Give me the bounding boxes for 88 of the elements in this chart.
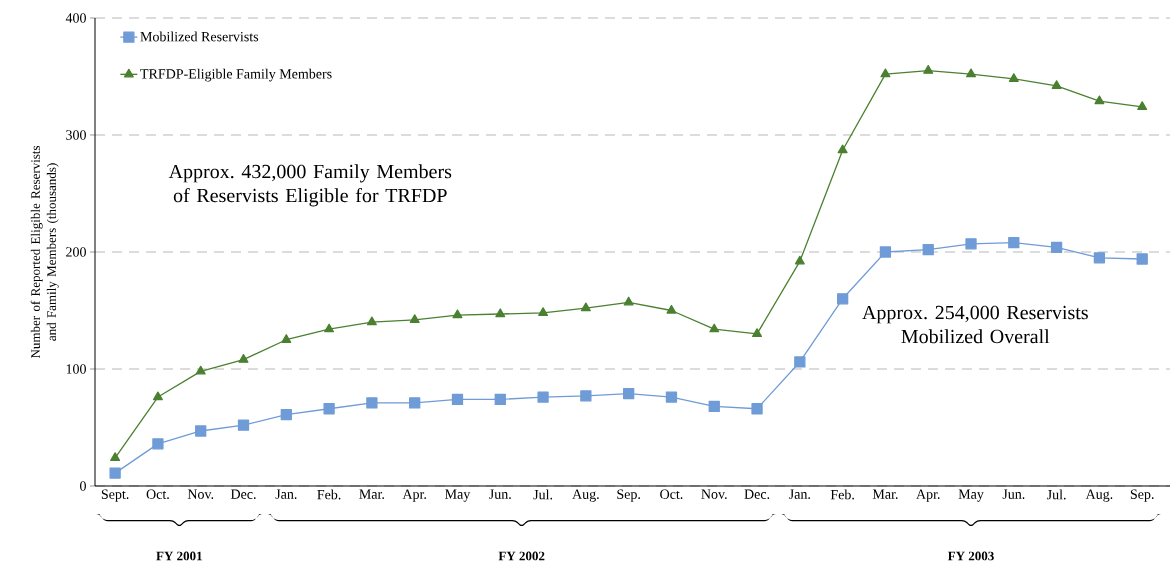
- point: [879, 246, 892, 258]
- point: [752, 328, 763, 338]
- point: [280, 408, 292, 421]
- text: FY 2003: [947, 551, 994, 561]
- text: FY 2001: [156, 551, 202, 561]
- y-tick-label: 200: [66, 247, 86, 257]
- point: [1008, 73, 1019, 82]
- x-tick-label: Jan.: [789, 489, 810, 499]
- y-tick-label: 100: [66, 364, 86, 374]
- x-tick-label: Mar.: [359, 489, 384, 499]
- point: [580, 390, 592, 402]
- point: [623, 296, 634, 306]
- y-tick-label: 300: [66, 130, 86, 140]
- point: [152, 391, 163, 401]
- point: [1051, 80, 1062, 89]
- point: [494, 393, 506, 406]
- point: [409, 397, 421, 409]
- point: [966, 68, 976, 78]
- x-tick-label: Aug.: [572, 489, 599, 502]
- y-axis-title: Number of Reported Eligible Reservists and Family Members (thousands): [30, 145, 59, 359]
- legend-label: TRFDP-Eligible Family Members: [140, 68, 332, 82]
- point: [538, 307, 549, 316]
- x-tick-label: Jul.: [533, 489, 553, 500]
- point: [751, 403, 763, 415]
- point: [237, 419, 250, 431]
- text: FY 2002: [498, 551, 545, 561]
- point: [451, 393, 464, 406]
- point: [195, 365, 206, 375]
- point: [794, 356, 806, 368]
- point: [409, 314, 420, 323]
- legend-label: Mobilized Reservists: [140, 31, 259, 42]
- x-tick-label: Aug.: [1085, 489, 1113, 502]
- annotation: Approx. 254,000 Reservists Mobilized Overall: [862, 305, 1088, 344]
- point: [323, 403, 335, 415]
- y-tick-label: 0: [80, 481, 86, 491]
- x-tick-label: Jun.: [489, 489, 511, 499]
- point: [837, 144, 848, 154]
- point: [880, 68, 891, 78]
- point: [495, 308, 506, 318]
- x-tick-label: Feb.: [317, 489, 341, 500]
- point: [281, 334, 292, 343]
- x-tick-label: Apr.: [402, 489, 427, 502]
- point: [1008, 236, 1020, 249]
- point: [965, 238, 977, 250]
- point: [452, 309, 463, 319]
- x-tick-label: Oct.: [146, 489, 169, 499]
- point: [836, 293, 849, 305]
- point: [665, 391, 678, 403]
- annotation: Approx. 432,000 Family Members of Reservists Eligible for TRFDP: [168, 164, 452, 207]
- x-tick-label: Sept.: [101, 489, 129, 502]
- x-tick-label: Nov.: [701, 489, 727, 499]
- point: [195, 425, 207, 437]
- x-tick-label: May: [958, 489, 984, 502]
- point: [110, 452, 121, 462]
- point: [324, 323, 335, 333]
- x-tick-label: Sep.: [617, 489, 640, 502]
- point: [708, 400, 720, 413]
- point: [922, 244, 934, 256]
- point: [794, 255, 805, 265]
- x-tick-label: Jun.: [1002, 489, 1025, 499]
- point: [923, 64, 934, 74]
- point: [666, 304, 677, 314]
- y-tick-label: 400: [65, 13, 86, 23]
- x-tick-label: Apr.: [916, 489, 940, 502]
- x-tick-label: Oct.: [660, 489, 683, 499]
- point: [1094, 95, 1105, 105]
- point: [1137, 101, 1148, 111]
- point: [238, 353, 249, 363]
- point: [1136, 253, 1148, 265]
- point: [709, 323, 720, 333]
- point: [366, 316, 377, 326]
- point: [366, 397, 378, 409]
- x-tick-label: May: [445, 489, 471, 502]
- point: [109, 467, 121, 479]
- x-tick-label: Sep.: [1130, 489, 1154, 502]
- x-tick-label: Mar.: [872, 489, 898, 499]
- point: [580, 302, 591, 312]
- point: [152, 438, 164, 450]
- x-tick-label: Feb.: [830, 489, 854, 500]
- point: [537, 391, 549, 403]
- x-tick-label: Jan.: [275, 489, 297, 499]
- point: [623, 387, 635, 400]
- x-tick-label: Dec.: [230, 489, 256, 499]
- x-tick-label: Dec.: [744, 489, 770, 499]
- x-tick-label: Jul.: [1046, 489, 1066, 500]
- point: [1050, 241, 1063, 253]
- point: [1093, 252, 1106, 264]
- x-tick-label: Nov.: [187, 489, 214, 499]
